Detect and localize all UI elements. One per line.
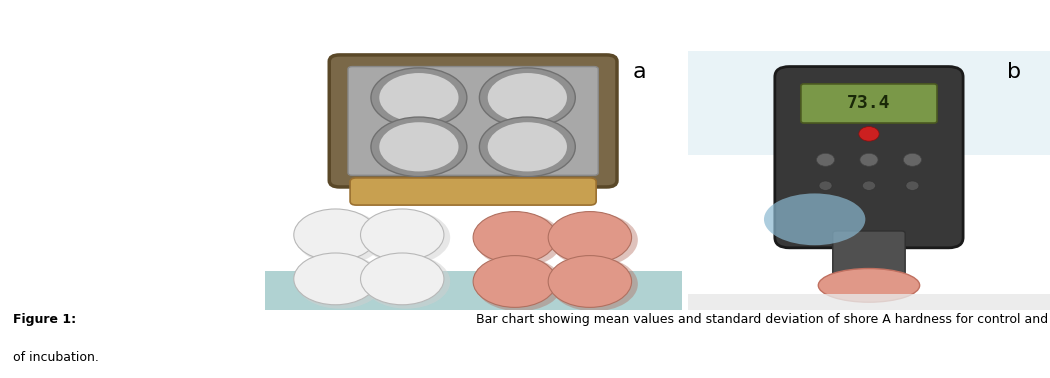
Circle shape: [819, 181, 832, 191]
Circle shape: [548, 212, 632, 263]
Circle shape: [294, 209, 377, 261]
Text: of incubation.: of incubation.: [13, 351, 99, 364]
Text: a: a: [633, 62, 647, 82]
Text: 73.4: 73.4: [847, 94, 890, 112]
Circle shape: [480, 68, 575, 127]
Circle shape: [294, 253, 377, 305]
Circle shape: [903, 153, 922, 166]
Text: Bar chart showing mean values and standard deviation of shore A hardness for con: Bar chart showing mean values and standa…: [471, 313, 1050, 326]
Bar: [265, 271, 681, 310]
Circle shape: [474, 256, 556, 307]
Circle shape: [371, 117, 467, 177]
Circle shape: [480, 117, 575, 177]
Circle shape: [860, 153, 878, 166]
Text: Figure 1:: Figure 1:: [13, 313, 76, 326]
Circle shape: [817, 153, 835, 166]
Circle shape: [862, 181, 876, 191]
FancyBboxPatch shape: [833, 231, 905, 276]
FancyBboxPatch shape: [775, 67, 963, 248]
Ellipse shape: [764, 194, 865, 245]
Circle shape: [487, 122, 567, 172]
Bar: [688, 51, 1050, 155]
Circle shape: [296, 210, 383, 265]
Text: b: b: [1007, 62, 1021, 82]
Bar: [688, 294, 1050, 310]
Circle shape: [550, 213, 637, 267]
Circle shape: [360, 209, 444, 261]
Circle shape: [487, 73, 567, 122]
Ellipse shape: [818, 268, 920, 302]
FancyBboxPatch shape: [801, 84, 937, 123]
Circle shape: [379, 73, 459, 122]
Circle shape: [906, 181, 919, 191]
Circle shape: [379, 122, 459, 172]
Circle shape: [548, 256, 632, 307]
Circle shape: [371, 68, 467, 127]
FancyBboxPatch shape: [348, 67, 598, 175]
Circle shape: [474, 212, 556, 263]
Circle shape: [296, 254, 383, 309]
FancyBboxPatch shape: [350, 178, 596, 205]
Circle shape: [476, 213, 563, 267]
FancyBboxPatch shape: [330, 55, 617, 187]
Circle shape: [550, 257, 637, 311]
Circle shape: [362, 254, 450, 309]
Circle shape: [859, 127, 879, 141]
Circle shape: [476, 257, 563, 311]
Circle shape: [360, 253, 444, 305]
Circle shape: [362, 210, 450, 265]
